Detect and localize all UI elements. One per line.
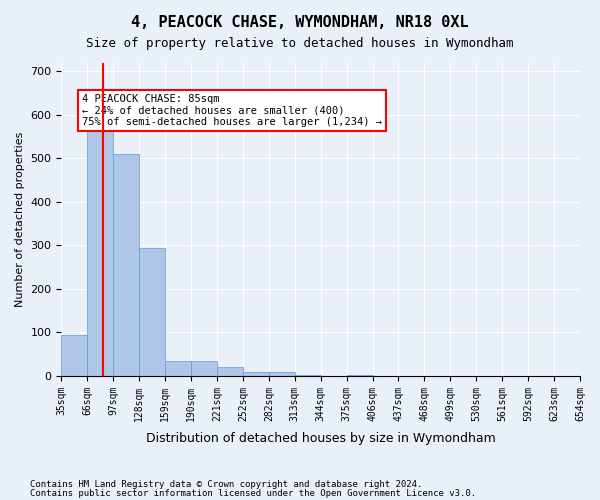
Bar (243, 372, 269, 376)
Text: Size of property relative to detached houses in Wymondham: Size of property relative to detached ho… (86, 38, 514, 51)
Text: 4 PEACOCK CHASE: 85sqm
← 24% of detached houses are smaller (400)
75% of semi-de: 4 PEACOCK CHASE: 85sqm ← 24% of detached… (82, 94, 382, 127)
Text: Contains public sector information licensed under the Open Government Licence v3: Contains public sector information licen… (30, 489, 476, 498)
Text: Contains HM Land Registry data © Crown copyright and database right 2024.: Contains HM Land Registry data © Crown c… (30, 480, 422, 489)
Bar (165, 360, 191, 376)
Bar (61, 334, 88, 376)
Bar (139, 248, 165, 376)
Bar (113, 154, 139, 376)
X-axis label: Distribution of detached houses by size in Wymondham: Distribution of detached houses by size … (146, 432, 496, 445)
Bar (88, 106, 113, 376)
Bar (269, 372, 295, 376)
Bar (217, 367, 243, 376)
Y-axis label: Number of detached properties: Number of detached properties (15, 132, 25, 307)
Text: 4, PEACOCK CHASE, WYMONDHAM, NR18 0XL: 4, PEACOCK CHASE, WYMONDHAM, NR18 0XL (131, 15, 469, 30)
Bar (191, 360, 217, 376)
